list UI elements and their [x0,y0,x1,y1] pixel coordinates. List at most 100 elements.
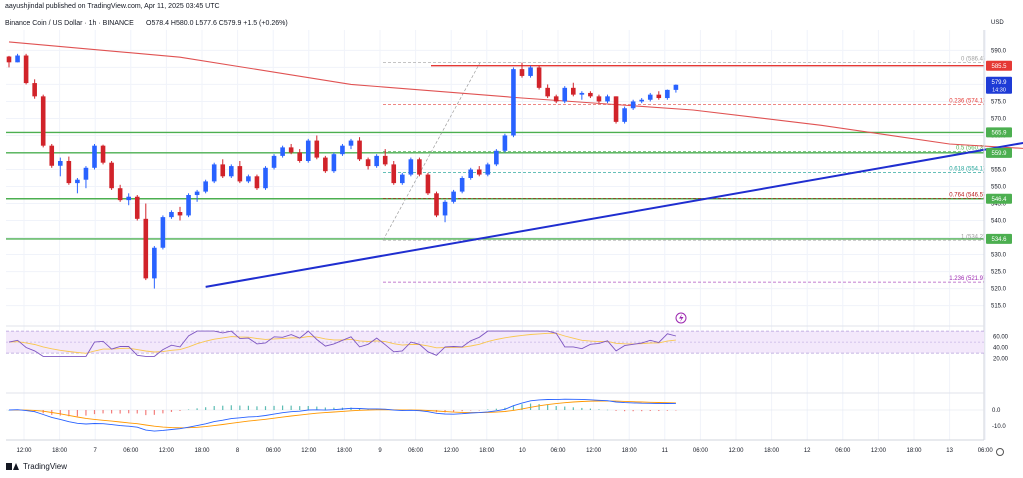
candle-body [391,164,397,184]
candle-body [109,162,114,189]
macd-histogram-bar [68,410,70,417]
time-tick-label: 06:00 [123,448,139,454]
time-tick-label: 8 [236,448,240,454]
time-tick-label: 10 [519,448,526,454]
candle-body [58,160,63,166]
tradingview-logo[interactable]: TradingView [6,462,67,471]
candle-body [194,191,200,196]
macd-histogram-bar [307,405,309,410]
symbol-title[interactable]: Binance Coin / US Dollar · 1h · BINANCE [5,20,134,27]
time-tick-label: 18:00 [622,448,638,454]
macd-histogram-bar [179,410,181,411]
candle-body [357,140,362,160]
candle-body [562,87,568,102]
macd-histogram-bar [239,405,241,410]
macd-histogram-bar [555,406,557,410]
candle-body [237,166,243,182]
candle-body [100,145,106,163]
candle-body [502,135,508,151]
candle-body [596,96,602,102]
candle-body [622,108,627,122]
time-tick-label: 06:00 [408,448,424,454]
candle-body [639,99,644,102]
macd-histogram-bar [196,408,198,410]
time-tick-label: 18:00 [906,448,922,454]
macd-signal-line [8,400,676,429]
macd-histogram-bar [649,410,651,412]
time-tick-label: 06:00 [978,448,994,454]
fib-level-label: 1.236 (521.9) [949,276,985,282]
candle-body [331,154,337,172]
price-tick-label: 515.0 [991,304,1007,310]
candle-body [647,94,653,100]
macd-histogram-bar [675,410,677,411]
time-tick-label: 13 [946,448,953,454]
macd-histogram-bar [632,410,634,412]
candle-body [186,195,191,216]
price-tick-label: 570.0 [991,116,1007,122]
macd-histogram-bar [256,406,258,410]
macd-histogram-bar [59,410,61,416]
candle-body [476,169,482,175]
candle-body [468,169,473,178]
time-tick-label: 12:00 [871,448,887,454]
fib-level-label: 0 (586.4) [961,57,985,63]
time-tick-label: 12 [804,448,811,454]
last-price-countdown: 14:30 [992,87,1006,93]
price-axis-unit: USD [991,20,1004,26]
macd-histogram-bar [282,405,284,410]
level-price-tag [986,233,1012,244]
macd-histogram-bar [666,410,668,411]
candle-body [434,193,439,216]
macd-histogram-bar [461,410,463,412]
macd-histogram-bar [478,410,480,411]
macd-histogram-bar [453,410,455,413]
rsi-tick-label: 60.00 [993,335,1009,341]
rsi-tick-label: 20.00 [993,357,1009,363]
macd-histogram-bar [136,410,138,414]
candle-body [32,83,37,97]
time-tick-label: 06:00 [835,448,851,454]
macd-histogram-bar [230,405,232,410]
candle-body [49,145,55,166]
macd-histogram-bar [538,404,540,410]
macd-histogram-bar [470,410,472,411]
moving-average-line [8,41,1023,149]
macd-histogram-bar [624,410,626,412]
time-tick-label: 18:00 [479,448,495,454]
candle-body [528,67,533,76]
candle-body [571,87,576,95]
fib-level-label: 0.618 (554.1) [949,167,985,173]
rsi-line [8,330,677,357]
ohlc-values: O578.4 H580.0 L577.6 C579.9 +1.5 (+0.26%… [146,20,288,27]
candle-body [263,167,268,189]
candle-body [553,96,559,102]
macd-histogram-bar [316,406,318,410]
macd-histogram-bar [299,406,301,410]
fib-level-label: 0.764 (546.5) [949,192,985,198]
macd-histogram-bar [93,410,96,415]
fib-level-label: 1 (534.2) [961,234,985,240]
level-price-tag-label: 585.5 [991,64,1007,70]
time-tick-label: 18:00 [194,448,210,454]
candle-body [588,92,593,97]
candle-body [673,84,679,90]
macd-histogram-bar [564,406,566,410]
macd-histogram-bar [76,410,78,417]
macd-histogram-bar [102,410,104,414]
level-price-tag-label: 565.9 [991,131,1007,137]
macd-histogram-bar [598,409,600,410]
macd-tick-label: -10.0 [992,424,1006,430]
candle-body [92,145,97,168]
candle-body [536,67,542,88]
macd-histogram-bar [213,406,215,410]
candle-body [656,94,662,99]
macd-histogram-bar [187,409,190,410]
candle-body [280,147,285,156]
macd-histogram-bar [8,410,10,411]
candle-body [169,212,174,218]
candle-body [511,69,516,136]
macd-histogram-bar [273,405,275,410]
price-tick-label: 590.0 [991,48,1007,54]
